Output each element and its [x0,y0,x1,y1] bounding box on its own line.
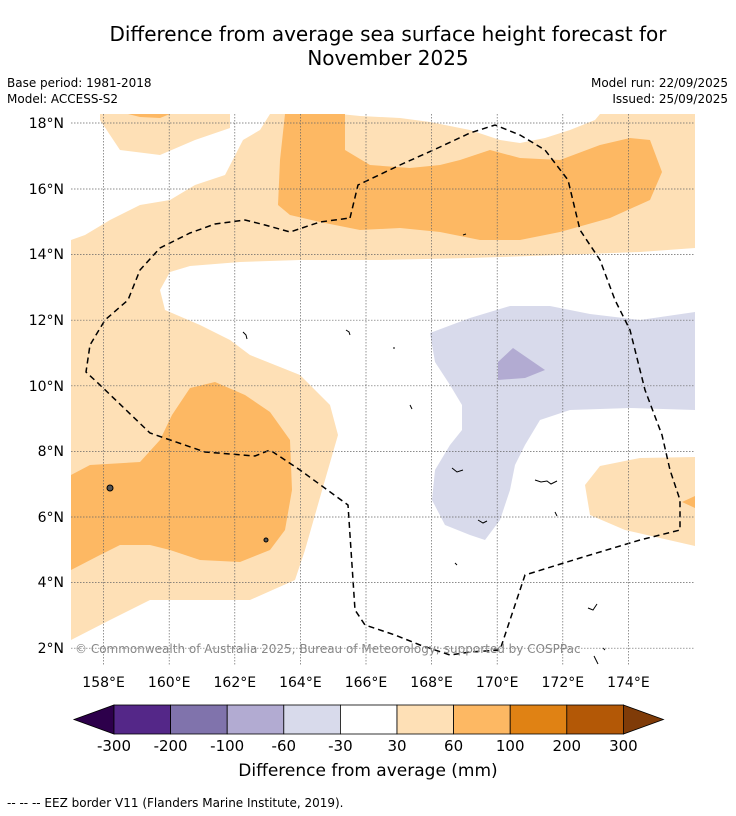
contour-neg60-neg100 [498,348,545,380]
lon-labels: 158°E 160°E 162°E 164°E 166°E 168°E 170°… [82,675,649,691]
colorbar-tick-label: 200 [552,737,581,755]
colorbar-swatch [283,704,341,735]
colorbar-swatch [170,704,228,735]
colorbar-tick-label: -100 [210,737,244,755]
colorbar-tick-label: -300 [97,737,131,755]
lat-labels: 18°N 16°N 14°N 12°N 10°N 8°N 6°N 4°N 2°N [29,116,64,657]
colorbar-label: Difference from average (mm) [238,761,498,781]
map-area: © Commonwealth of Australia 2025, Bureau… [71,114,695,666]
colorbar-swatch [453,704,511,735]
colorbar-swatch [113,704,171,735]
contour-30-60-east [585,457,695,546]
lat-label: 12°N [29,313,64,329]
meta-right: Model run: 22/09/2025 Issued: 25/09/2025 [591,75,728,107]
contour-60-100-north [278,114,662,240]
lat-label: 2°N [38,641,64,657]
clear-top-mid [340,114,600,143]
contour-60-100-east-sliver [682,496,695,508]
colorbar: -300 -200 -100 -60 -30 30 60 100 200 300 [72,704,665,755]
contour-30-60-topleft-island [100,114,230,155]
colorbar-tick-label: -60 [272,737,297,755]
small-islands [106,233,606,665]
lon-label: 170°E [476,675,519,691]
lat-label: 8°N [38,444,64,460]
colorbar-extend-high [623,704,665,735]
lon-label: 164°E [279,675,322,691]
copyright-text: © Commonwealth of Australia 2025, Bureau… [75,642,581,656]
lat-label: 4°N [38,575,64,591]
lat-label: 14°N [29,247,64,263]
colorbar-swatch [566,704,624,735]
colorbar-tick-label: -200 [154,737,188,755]
colorbar-swatch [396,704,454,735]
lon-label: 158°E [82,675,125,691]
lat-label: 16°N [29,182,64,198]
title-line-1: Difference from average sea surface heig… [109,22,667,46]
colorbar-tick-label: 300 [609,737,638,755]
colorbar-tick-label: 30 [387,737,406,755]
model-run: Model run: 22/09/2025 [590,76,728,90]
footnote: -- -- -- EEZ border V11 (Flanders Marine… [7,796,344,810]
colorbar-tick-label: 60 [444,737,463,755]
lon-label: 172°E [542,675,585,691]
colorbar-swatch [339,704,398,735]
lon-label: 162°E [214,675,257,691]
gridlines [71,114,695,666]
eez-border [85,124,681,656]
meta-left: Base period: 1981-2018 Model: ACCESS-S2 [7,75,152,107]
lon-label: 160°E [148,675,191,691]
map-title: Difference from average sea surface heig… [40,22,736,70]
lat-label: 10°N [29,379,64,395]
base-period: Base period: 1981-2018 [7,76,152,90]
issued-date: Issued: 25/09/2025 [612,92,728,106]
contour-60-100-west [71,382,292,570]
lat-label: 6°N [38,510,64,526]
contour-60-100-sliver [128,114,170,118]
model-name: Model: ACCESS-S2 [7,92,119,106]
lat-label: 18°N [29,116,64,132]
colorbar-tick-label: 100 [496,737,525,755]
colorbar-swatch [226,704,285,735]
title-line-2: November 2025 [307,46,469,70]
lon-label: 174°E [607,675,650,691]
lon-label: 168°E [410,675,453,691]
colorbar-tick-label: -30 [328,737,353,755]
lon-label: 166°E [345,675,388,691]
colorbar-extend-low [72,704,115,735]
colorbar-swatch [509,704,568,735]
